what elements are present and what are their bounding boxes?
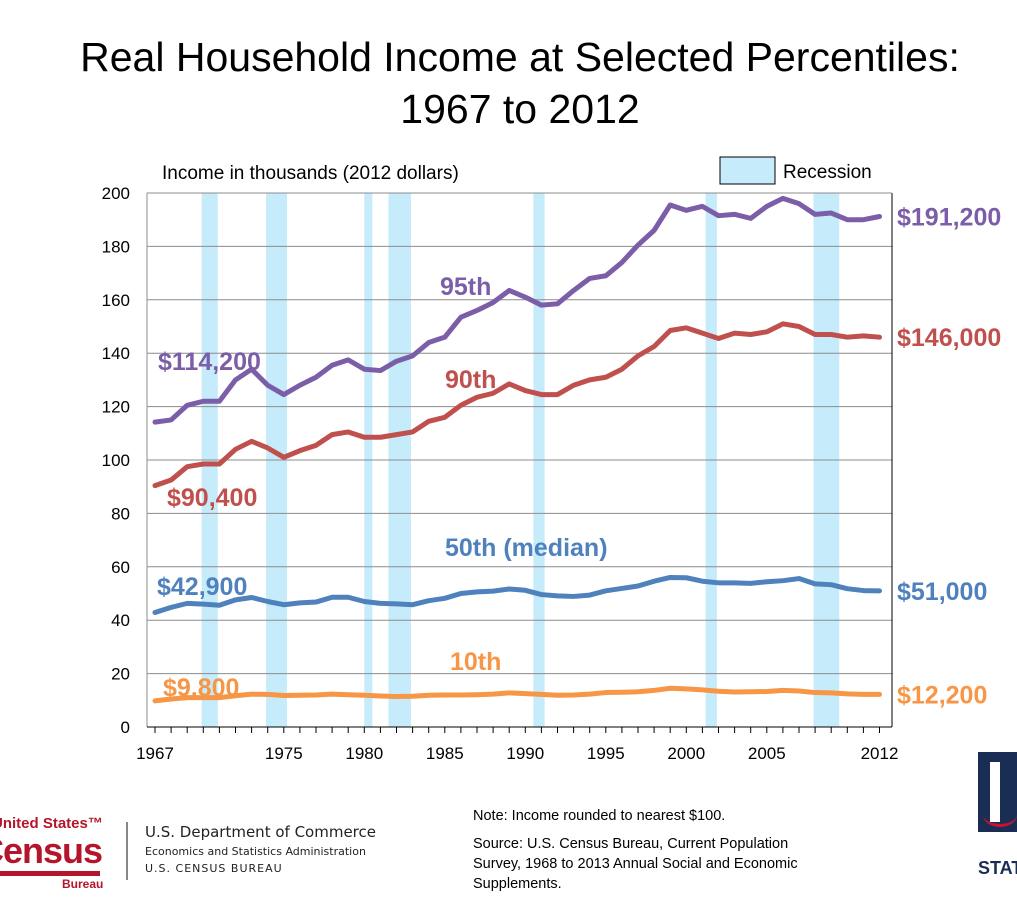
y-tick-label: 100 (102, 451, 130, 470)
series-line-2 (152, 574, 882, 615)
series-line-0 (152, 195, 882, 425)
start-value-label: $114,200 (158, 348, 261, 376)
y-tick-label: 20 (111, 665, 130, 684)
statistics-logo: STAT (978, 752, 1017, 882)
dept-name: U.S. Department of Commerce (145, 823, 376, 841)
esa-name: Economics and Statistics Administration (145, 845, 366, 858)
x-tick-label: 1975 (265, 744, 303, 763)
end-value-label: $12,200 (897, 681, 987, 709)
series-name-label: 90th (445, 366, 496, 394)
census-logo-bar (0, 871, 100, 876)
y-tick-label: 0 (121, 718, 130, 737)
x-tick-label: 1980 (345, 744, 383, 763)
x-tick-label: 2005 (748, 744, 786, 763)
y-tick-label: 180 (102, 237, 130, 256)
y-tick-label: 80 (111, 504, 130, 523)
start-value-label: $9,800 (163, 674, 239, 702)
y-tick-label: 140 (102, 344, 130, 363)
start-value-label: $42,900 (157, 573, 247, 601)
x-tick-label: 2012 (861, 744, 899, 763)
source-line-1: Source: U.S. Census Bureau, Current Popu… (473, 836, 789, 852)
start-value-label: $90,400 (167, 484, 257, 512)
census-logo: United States™ Census Bureau (0, 816, 120, 896)
census-logo-bureau: Bureau (62, 877, 104, 891)
end-value-label: $191,200 (897, 203, 1001, 231)
logo-divider (126, 822, 128, 880)
chart-title-line2: 1967 to 2012 (400, 86, 640, 132)
x-tick-label: 1995 (587, 744, 625, 763)
legend-swatch (719, 156, 776, 185)
source-line-3: Supplements. (473, 876, 562, 892)
series-name-label: 50th (median) (445, 534, 608, 562)
series-line-3 (152, 685, 882, 704)
end-value-label: $146,000 (897, 324, 1001, 352)
x-tick-label: 1990 (506, 744, 544, 763)
census-logo-top: United States™ (0, 815, 103, 832)
x-tick-label: 1985 (426, 744, 464, 763)
census-logo-word: Census (0, 830, 103, 871)
y-tick-label: 120 (102, 398, 130, 417)
dept-block: U.S. Department of Commerce Economics an… (145, 823, 376, 875)
x-tick-label: 1967 (136, 744, 174, 763)
y-tick-label: 160 (102, 291, 130, 310)
note-text: Note: Income rounded to nearest $100. (473, 808, 726, 824)
series-line-1 (152, 321, 882, 489)
series-name-label: 10th (450, 648, 501, 676)
chart-title-line1: Real Household Income at Selected Percen… (80, 34, 960, 80)
y-tick-label: 200 (102, 184, 130, 203)
y-axis-title: Income in thousands (2012 dollars) (162, 163, 459, 184)
y-tick-label: 60 (111, 558, 130, 577)
source-line-2: Survey, 1968 to 2013 Annual Social and E… (473, 856, 798, 872)
y-tick-label: 40 (111, 611, 130, 630)
legend-label: Recession (783, 162, 872, 183)
end-value-label: $51,000 (897, 578, 987, 606)
series-name-label: 95th (440, 273, 491, 301)
x-tick-label: 2000 (667, 744, 705, 763)
bureau-name: U.S. CENSUS BUREAU (145, 862, 283, 875)
